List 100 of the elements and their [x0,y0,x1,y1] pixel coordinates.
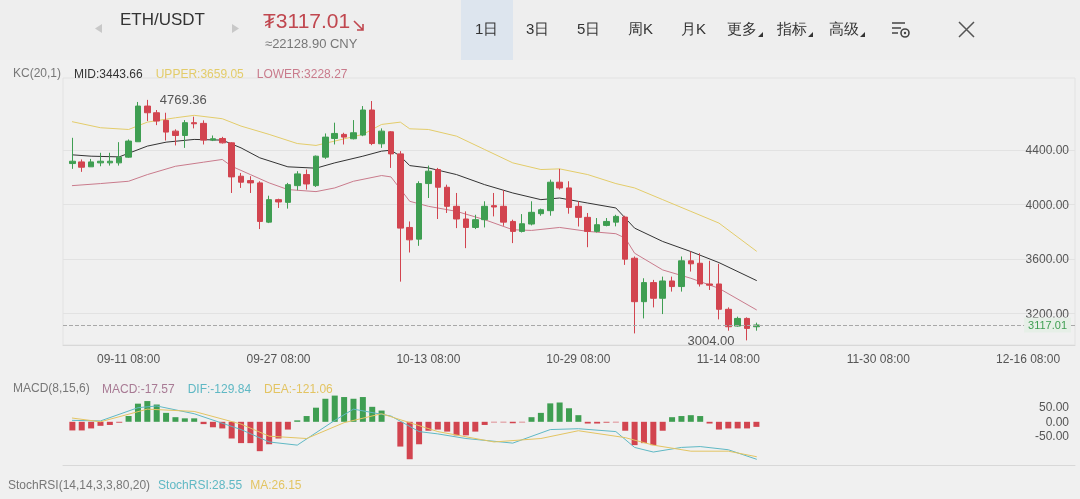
candlestick [257,180,263,230]
y-tick-label: 3200.00 [1025,306,1070,321]
candlestick [69,137,76,170]
candlestick [594,217,600,233]
candlestick [566,180,572,215]
bar [715,421,722,430]
bar [547,403,554,422]
bar [88,421,95,429]
text: ≈22128.90 CNY [265,36,358,51]
bar [106,421,113,425]
bar [678,416,685,422]
candlestick [247,175,254,194]
bar [331,395,338,422]
text: 高级 [829,20,859,39]
bar [444,421,451,432]
candlestick [472,214,479,230]
candlestick [116,141,122,167]
candlestick [425,165,432,199]
bar [622,421,629,431]
candlestick [144,99,151,122]
y-tick-label: 4000.00 [1025,197,1070,212]
text: MID:3443.66 [74,67,144,81]
text: MA:26.15 [250,478,302,492]
candlestick [210,134,216,142]
line-series [71,158,757,311]
candlestick [538,208,544,217]
candlestick [678,255,685,293]
candlestick [200,119,207,145]
bar [640,421,647,444]
bar [537,412,544,422]
candlestick [603,217,610,227]
candlestick [341,132,347,145]
bar [650,421,657,446]
candlestick [688,251,694,273]
candlestick [706,260,713,291]
candlestick [500,189,507,227]
x-tick-label: 11-30 08:00 [846,352,911,366]
bar [228,421,235,439]
candlestick [744,316,750,341]
candlestick [556,168,563,191]
candlestick [613,214,619,227]
candlestick [416,180,422,247]
candlestick [294,170,301,191]
candlestick [444,184,450,214]
ref-line-label: 3117.01 [1028,318,1067,331]
text: 月K [681,20,707,39]
candlestick [153,109,160,126]
text: LOWER:3228.27 [256,67,348,81]
bar [191,418,198,422]
text: DEA:-121.06 [264,382,334,396]
candlestick [125,138,132,159]
candlestick [88,158,94,168]
y-tick-label: 4400.00 [1025,143,1070,158]
bar [631,421,638,446]
bar [303,416,310,422]
bar [669,417,676,422]
x-tick-label: 09-27 08:00 [246,352,311,366]
bar [406,421,413,460]
text: StochRSI(14,14,3,3,80,20) [8,478,151,492]
candlestick [547,179,554,217]
candlestick [753,322,760,332]
candlestick [331,122,338,145]
candlestick [238,172,244,189]
x-tick-label: 10-29 08:00 [546,352,611,366]
y-tick-label: -50.00 [1034,429,1070,444]
candlestick [584,212,591,248]
candlestick [491,192,497,217]
x-tick-label: 12-16 08:00 [996,352,1061,366]
candlestick [463,210,469,249]
bar [181,418,188,422]
bar [97,421,104,426]
candlestick [481,200,488,228]
y-tick-label: 0.00 [1045,414,1070,429]
candlestick [659,276,666,315]
text: 指标 [777,20,807,39]
candlestick [219,136,226,145]
candlestick [360,105,366,137]
bar [397,421,404,447]
text: 5日 [577,20,601,39]
candlestick [716,263,722,320]
bar [359,397,366,422]
candlestick [107,152,113,167]
bar [753,421,760,427]
candlestick [135,101,141,143]
candlestick [350,119,357,140]
chart-title: MACD(8,15,6) [13,381,90,395]
annotation: 3004.00 [687,332,735,348]
x-tick-label: 11-14 08:00 [696,352,761,366]
candlestick [697,252,703,288]
bar [322,398,329,422]
candlestick [163,112,169,142]
bar [462,421,469,436]
candlestick [406,220,413,253]
bar [556,402,563,422]
bar [566,408,572,422]
candlestick [78,158,85,173]
candlestick [528,200,535,226]
text: UPPER:3659.05 [155,67,245,81]
bar [528,417,535,422]
candlestick [378,127,385,149]
